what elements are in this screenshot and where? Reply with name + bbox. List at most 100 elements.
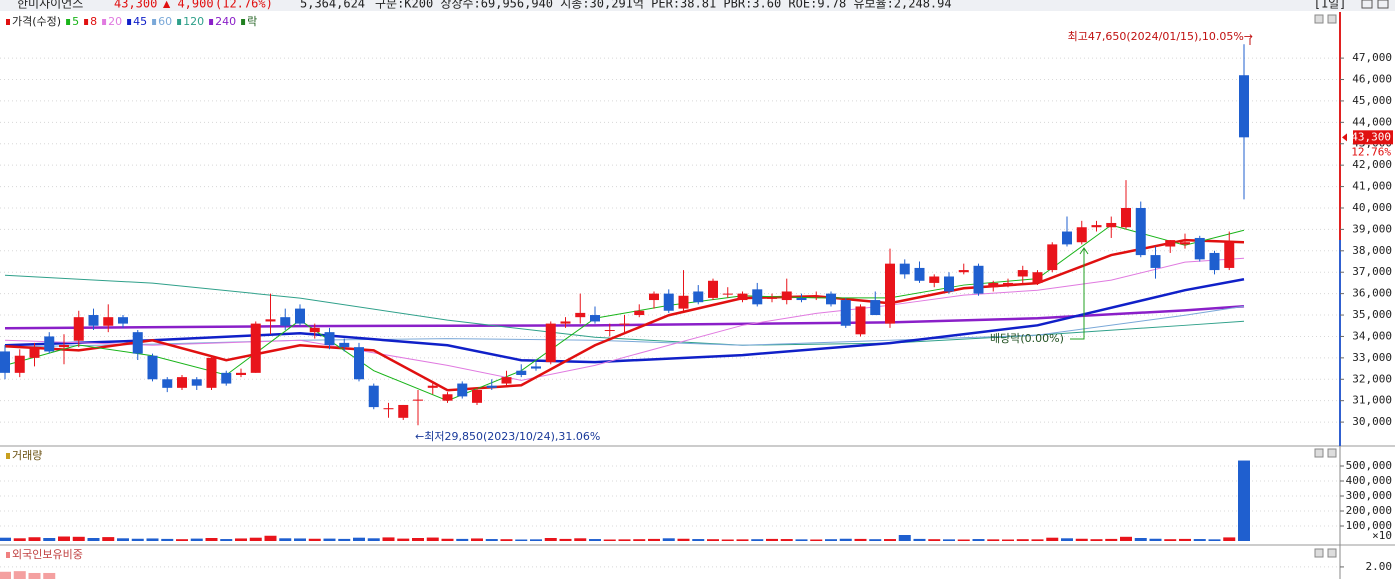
candle-body — [1047, 244, 1058, 271]
candle-body — [988, 282, 999, 288]
bar — [161, 538, 174, 541]
candle-body — [177, 377, 187, 388]
current-marker — [1342, 133, 1347, 142]
bar — [102, 537, 115, 541]
bar — [766, 538, 778, 541]
candle-body — [1209, 252, 1220, 271]
bar — [117, 538, 129, 541]
y-tick-label: 34,000 — [1352, 329, 1392, 342]
candle-body — [944, 276, 954, 292]
candle-body — [811, 295, 822, 297]
panel-button[interactable] — [1314, 14, 1324, 24]
bar — [235, 538, 247, 541]
bar — [1090, 539, 1103, 541]
y-tick-label: 37,000 — [1352, 265, 1392, 278]
candle-body — [855, 306, 866, 335]
bar — [574, 538, 587, 541]
y-tick-label: 32,000 — [1352, 372, 1392, 385]
candle-body — [118, 317, 128, 324]
y-tick-label: 45,000 — [1352, 94, 1392, 107]
candle-body — [531, 366, 541, 369]
candle-body — [1135, 207, 1146, 256]
candle-body — [103, 317, 114, 326]
bar — [1164, 539, 1177, 541]
bar — [913, 538, 926, 541]
candle-body — [191, 379, 202, 386]
candle-body — [590, 315, 600, 322]
panel-button[interactable] — [1361, 0, 1373, 9]
bar — [677, 538, 690, 541]
candle-body — [14, 355, 25, 373]
current-rate-label: 12.76% — [1351, 145, 1391, 158]
candle-body — [649, 293, 659, 301]
bar — [146, 538, 159, 541]
legend-swatch — [102, 19, 107, 25]
candle-body — [1194, 237, 1205, 260]
info: 구분:K200 상장수:69,956,940 시총:30,291억 PER:38… — [375, 0, 952, 11]
candle-body — [486, 385, 497, 388]
candle-body — [1165, 240, 1176, 247]
y-tick-label: 300,000 — [1346, 489, 1392, 502]
bar — [43, 538, 56, 541]
bar — [957, 539, 970, 541]
y-tick-label: 31,000 — [1352, 394, 1392, 407]
candle-body — [1239, 75, 1249, 138]
bar — [559, 538, 572, 541]
bar — [1046, 537, 1059, 541]
candle-body — [1062, 231, 1072, 245]
bar — [485, 539, 498, 541]
candle-body — [1180, 242, 1190, 245]
candle-body — [206, 357, 217, 388]
panel-button[interactable] — [1314, 448, 1324, 458]
bar — [987, 539, 1000, 541]
y-tick-label: 36,000 — [1352, 287, 1392, 300]
moving-average-line — [4, 305, 1245, 348]
candle-body — [1150, 255, 1161, 268]
candle-body — [840, 300, 851, 326]
candle-body — [973, 265, 984, 294]
period-button[interactable]: [1일] — [1314, 0, 1347, 11]
candle-body — [442, 394, 453, 401]
candle-body — [29, 347, 40, 358]
bar — [928, 539, 941, 541]
bar — [1120, 536, 1132, 541]
bar — [795, 539, 808, 541]
y-tick-label: 47,000 — [1352, 51, 1392, 64]
y-tick-label: 46,000 — [1352, 73, 1392, 86]
bar — [367, 538, 380, 541]
panel-button[interactable] — [1327, 548, 1337, 558]
candle-body — [457, 383, 468, 397]
candle-body — [44, 336, 55, 352]
bar — [294, 538, 306, 541]
candle-body — [398, 404, 409, 418]
bar — [780, 539, 793, 541]
candle-body — [162, 379, 173, 388]
stock-name: 한미사이언스 — [17, 0, 83, 11]
rate: (12.76%) — [215, 0, 273, 11]
panel-button[interactable] — [1314, 548, 1324, 558]
panel-button[interactable] — [1377, 0, 1389, 9]
candle-body — [1121, 207, 1131, 228]
candle-body — [265, 319, 276, 322]
candle-body — [0, 351, 10, 373]
panel-button[interactable] — [1327, 14, 1337, 24]
candle-body — [929, 276, 940, 283]
legend-entry: 45 — [133, 15, 147, 28]
candle-body — [1032, 272, 1043, 283]
candle-body — [309, 327, 320, 333]
legend-title: 가격(수정) — [12, 15, 61, 28]
moving-average-line — [4, 274, 1245, 346]
bar — [382, 537, 395, 541]
bar — [1134, 538, 1147, 541]
candle-body — [781, 291, 792, 301]
bar — [1193, 539, 1206, 541]
bar — [279, 538, 292, 541]
bar — [810, 539, 823, 541]
candle-body — [73, 317, 84, 341]
bar — [43, 572, 56, 579]
candle-body — [914, 267, 925, 281]
y-tick-label: 100,000 — [1346, 519, 1392, 532]
panel-button[interactable] — [1327, 448, 1337, 458]
legend-swatch — [6, 453, 10, 459]
y-tick-label: 400,000 — [1346, 474, 1392, 487]
